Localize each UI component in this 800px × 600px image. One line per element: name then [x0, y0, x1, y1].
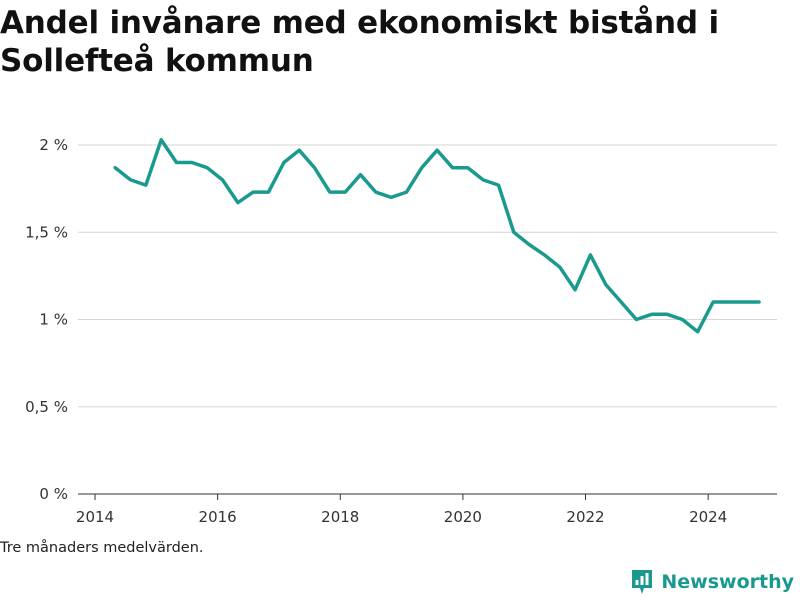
- newsworthy-logo-icon: [632, 570, 653, 594]
- x-tick-label: 2018: [321, 508, 359, 526]
- x-axis-labels: 2014 2016 2018 2020 2022 2024: [76, 508, 727, 526]
- x-tick-label: 2022: [566, 508, 604, 526]
- x-axis: [78, 493, 777, 500]
- y-tick-label: 2 %: [39, 136, 68, 154]
- y-tick-label: 1,5 %: [25, 223, 68, 241]
- x-tick-label: 2016: [199, 508, 237, 526]
- y-tick-label: 1 %: [39, 311, 68, 329]
- y-tick-label: 0 %: [39, 485, 68, 503]
- x-tick-label: 2014: [76, 508, 114, 526]
- y-axis-labels: 0 % 0,5 % 1 % 1,5 % 2 %: [25, 136, 68, 503]
- series-line: [113, 138, 761, 334]
- brand-logo: Newsworthy: [630, 568, 794, 596]
- series-group: [113, 138, 761, 334]
- chart-footnote: Tre månaders medelvärden.: [0, 540, 204, 556]
- grid-lines: [78, 144, 777, 408]
- x-tick-label: 2024: [689, 508, 727, 526]
- y-tick-label: 0,5 %: [25, 398, 68, 416]
- brand-name: Newsworthy: [661, 571, 794, 593]
- chart-title: Andel invånare med ekonomiskt bistånd i …: [0, 5, 719, 79]
- x-tick-label: 2020: [444, 508, 482, 526]
